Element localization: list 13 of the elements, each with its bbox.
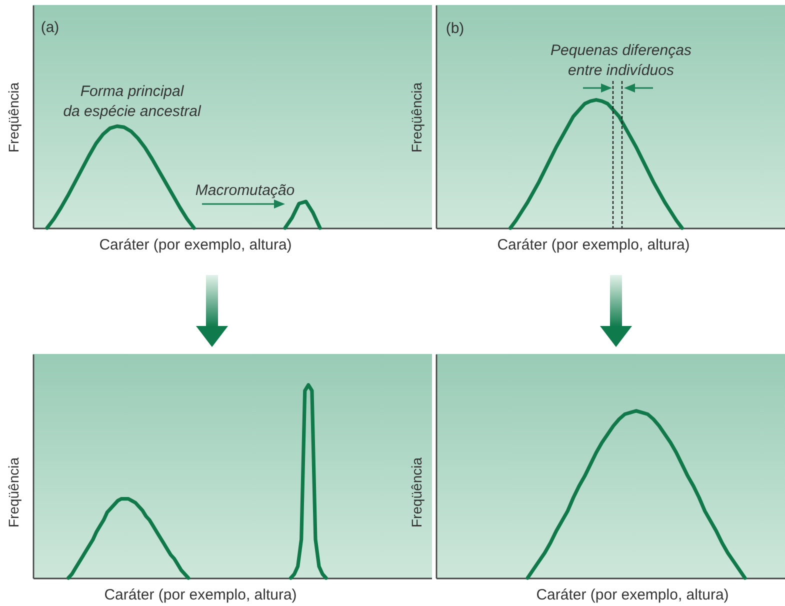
x-axis-title: Caráter (por exemplo, altura) [497,236,690,254]
x-axis-title: Caráter (por exemplo, altura) [104,586,297,604]
text: (a) [40,19,60,36]
y-axis-title: Freqüência [408,457,424,528]
y-axis-title: Freqüência [408,82,424,153]
text: Forma principal da espécie ancestral [63,83,202,120]
y-axis-title: Freqüência [6,457,22,528]
annotation: Macromutação [195,182,295,199]
y-axis-title: Freqüência [6,82,22,153]
x-axis-title: Caráter (por exemplo, altura) [99,236,292,254]
x-axis-title: Caráter (por exemplo, altura) [536,586,729,604]
text: (b) [446,20,464,37]
text: Pequenas diferenças entre indivíduos [550,42,692,79]
